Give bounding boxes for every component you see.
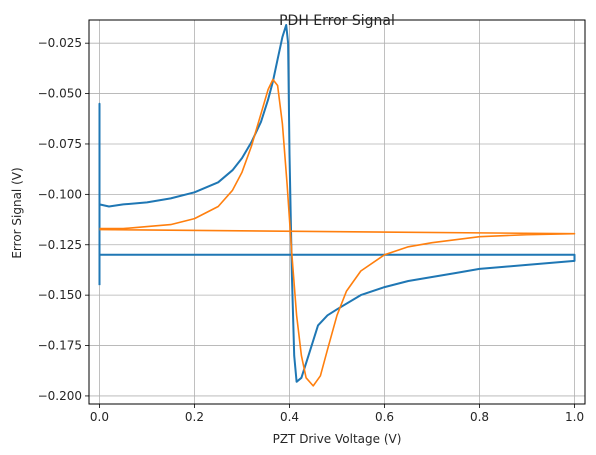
- x-axis-label: PZT Drive Voltage (V): [273, 432, 402, 446]
- y-tick-label: −0.050: [38, 87, 82, 101]
- ticks: 0.0 0.2 0.4 0.6 0.8 1.0 −0.200 −0.175 −0.150 −0.1…: [38, 36, 585, 424]
- y-tick-label: −0.075: [38, 137, 82, 151]
- chart-title: PDH Error Signal: [279, 13, 395, 29]
- x-tick-label: 0.8: [470, 410, 489, 424]
- x-tick-label: 1.0: [565, 410, 584, 424]
- x-tick-label: 0.6: [375, 410, 394, 424]
- y-tick-label: −0.025: [38, 36, 82, 50]
- y-tick-label: −0.200: [38, 389, 82, 403]
- y-tick-label: −0.125: [38, 238, 82, 252]
- y-axis-label: Error Signal (V): [10, 167, 24, 258]
- series-layer: [98, 24, 576, 387]
- x-tick-label: 0.0: [90, 410, 109, 424]
- series-line-2: [99, 78, 576, 387]
- y-tick-label: −0.150: [38, 288, 82, 302]
- x-tick-label: 0.2: [185, 410, 204, 424]
- plot-frame: [88, 19, 586, 405]
- y-tick-label: −0.100: [38, 187, 82, 201]
- x-tick-label: 0.4: [280, 410, 299, 424]
- y-tick-label: −0.175: [38, 339, 82, 353]
- series-line-1: [98, 24, 576, 383]
